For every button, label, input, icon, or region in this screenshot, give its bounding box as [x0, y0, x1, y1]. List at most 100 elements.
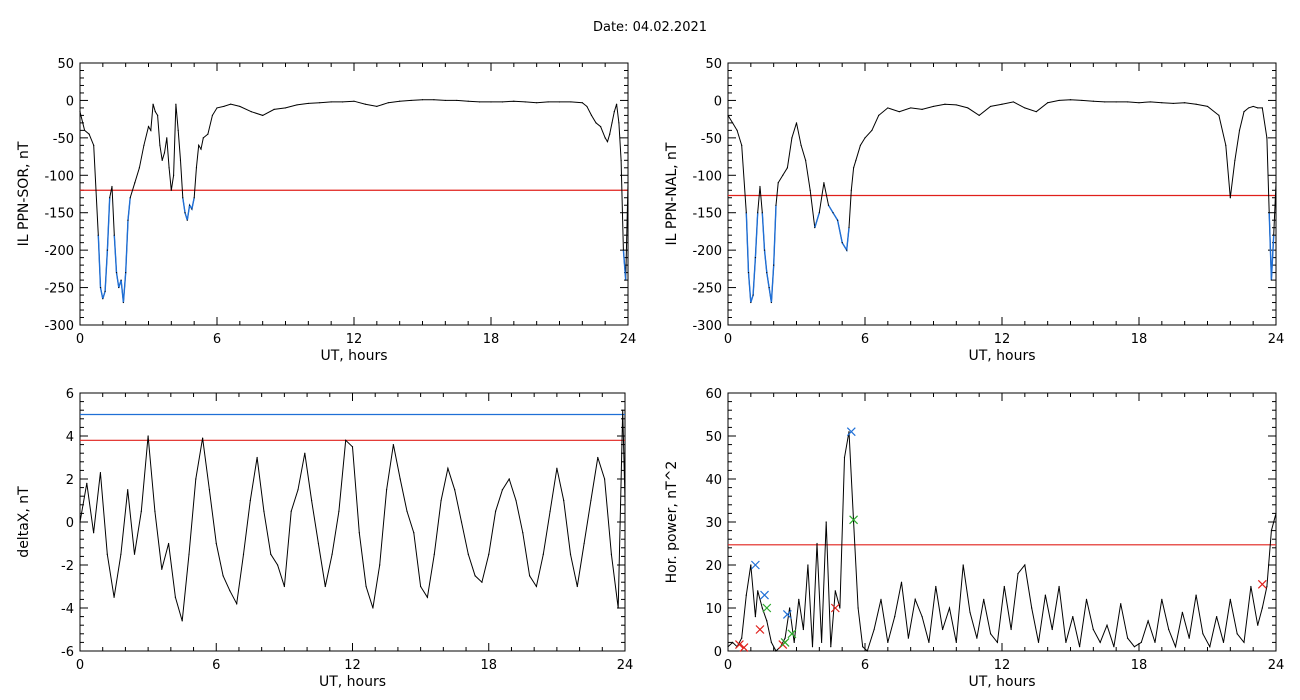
data-point — [1257, 624, 1259, 626]
event-segment — [1268, 212, 1275, 281]
data-point — [1168, 628, 1170, 631]
data-point — [399, 478, 401, 480]
data-point — [508, 478, 510, 480]
data-point — [215, 542, 217, 545]
y-tick-label: 50 — [57, 57, 74, 72]
data-point — [120, 279, 122, 281]
x-tick-label: 12 — [346, 332, 363, 347]
y-tick-label: 0 — [66, 516, 74, 531]
data-point — [1238, 129, 1241, 131]
data-point — [239, 105, 241, 108]
data-point — [447, 467, 449, 469]
data-point — [857, 607, 859, 609]
data-point — [1181, 611, 1183, 613]
data-point — [304, 452, 306, 454]
data-point — [1069, 99, 1072, 101]
data-point — [177, 129, 179, 131]
data-point — [351, 446, 354, 448]
data-point — [179, 159, 182, 161]
data-point — [338, 510, 340, 512]
data-point — [444, 99, 446, 102]
data-point — [983, 598, 985, 601]
data-point — [775, 204, 777, 206]
data-point — [513, 100, 515, 102]
data-point — [1001, 103, 1003, 105]
data-point — [625, 279, 627, 281]
y-tick-label: 60 — [705, 387, 722, 402]
data-point — [494, 510, 497, 512]
x-tick-label: 0 — [76, 332, 84, 347]
data-point — [273, 108, 275, 111]
data-point — [524, 101, 526, 103]
data-point — [802, 628, 804, 631]
data-point — [914, 598, 916, 601]
data-point — [848, 431, 850, 433]
data-point — [757, 212, 759, 214]
data-point — [467, 553, 469, 555]
event-segment — [827, 204, 850, 253]
data-point — [113, 234, 115, 236]
data-point — [331, 553, 333, 555]
y-tick-label: 10 — [705, 602, 722, 617]
x-tick-label: 6 — [213, 332, 221, 347]
y-tick-label: 30 — [705, 516, 722, 531]
data-point — [620, 159, 622, 161]
data-point — [741, 637, 743, 639]
x-tick-label: 12 — [994, 332, 1011, 347]
y-tick-label: 6 — [66, 387, 74, 402]
data-point — [296, 104, 298, 106]
data-point — [948, 607, 951, 609]
data-point — [376, 105, 378, 108]
data-point — [488, 553, 490, 555]
x-tick-label: 0 — [724, 332, 732, 347]
data-point — [1250, 585, 1252, 588]
data-point — [242, 553, 245, 555]
data-point — [202, 437, 204, 439]
data-point — [750, 301, 752, 304]
event-segment — [745, 212, 759, 303]
marker-blue — [846, 427, 856, 437]
data-point — [841, 242, 843, 244]
data-point — [157, 114, 159, 116]
data-point — [456, 99, 458, 102]
data-point — [823, 182, 825, 184]
data-point — [515, 499, 517, 502]
data-point — [590, 114, 593, 116]
x-tick-label: 6 — [861, 658, 869, 673]
y-tick-label: -4 — [61, 602, 74, 617]
data-point — [795, 122, 798, 124]
marker-red — [1257, 579, 1267, 589]
data-point — [385, 489, 388, 491]
x-axis-title: UT, hours — [319, 674, 386, 690]
data-point — [236, 603, 238, 605]
data-point — [850, 189, 852, 191]
data-point — [816, 542, 818, 545]
data-point — [345, 439, 347, 441]
data-point — [535, 585, 538, 588]
data-point — [569, 553, 572, 555]
data-point — [1195, 594, 1197, 596]
series-line — [727, 431, 1277, 652]
x-tick-label: 24 — [1268, 332, 1285, 347]
data-point — [143, 144, 145, 146]
data-point — [104, 290, 106, 292]
data-point — [898, 111, 900, 113]
data-point — [1085, 598, 1088, 601]
data-point — [166, 137, 168, 139]
data-point — [283, 585, 285, 588]
x-tick-label: 24 — [620, 332, 637, 347]
data-point — [597, 456, 599, 459]
marker-blue — [782, 610, 792, 619]
y-tick-label: 50 — [705, 430, 722, 445]
data-point — [154, 111, 156, 113]
data-point — [996, 641, 999, 644]
data-point — [609, 133, 611, 135]
data-point — [611, 122, 613, 124]
y-tick-label: -150 — [44, 207, 74, 222]
marker-green — [849, 515, 859, 525]
marker-green — [787, 629, 797, 639]
data-point — [421, 99, 424, 101]
data-point — [862, 646, 864, 648]
data-point — [1149, 101, 1152, 103]
